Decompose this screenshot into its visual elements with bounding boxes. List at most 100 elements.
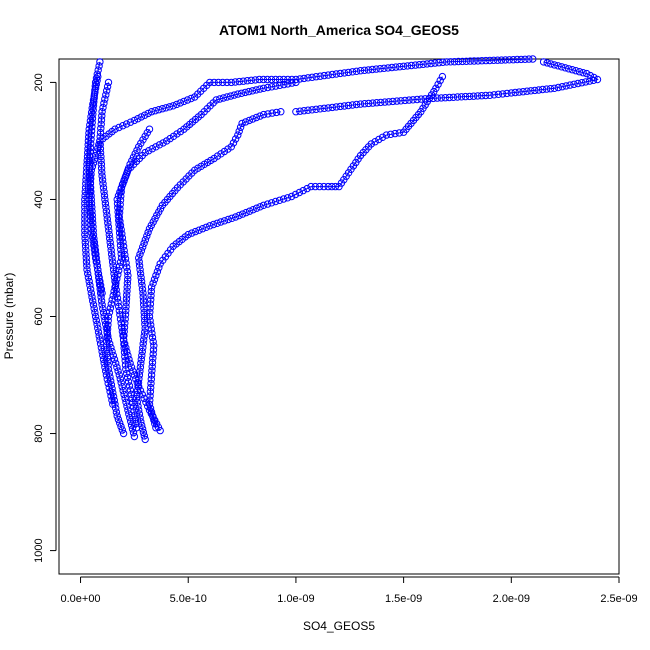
- data-point: [115, 302, 123, 311]
- data-point: [124, 378, 133, 386]
- x-tick-label: 1.0e-09: [277, 593, 314, 605]
- data-point: [295, 188, 304, 197]
- data-point: [106, 234, 114, 243]
- data-point: [432, 84, 440, 93]
- data-point: [245, 87, 253, 96]
- data-point: [328, 70, 336, 79]
- data-point: [110, 355, 119, 364]
- data-point: [87, 225, 96, 233]
- data-point: [147, 283, 156, 291]
- data-point: [82, 172, 91, 180]
- data-point: [81, 199, 89, 208]
- data-point: [149, 346, 158, 354]
- data-point: [84, 137, 93, 145]
- data-point: [469, 92, 478, 100]
- data-point: [112, 359, 120, 367]
- data-point: [226, 92, 235, 100]
- data-point: [137, 359, 145, 367]
- data-point: [144, 228, 152, 237]
- data-point: [252, 204, 261, 212]
- data-point: [312, 73, 320, 81]
- data-point: [147, 408, 156, 416]
- data-point: [474, 57, 482, 65]
- data-point: [105, 383, 113, 392]
- data-point: [138, 347, 147, 356]
- data-point: [152, 143, 160, 151]
- data-point: [147, 383, 155, 392]
- data-point: [115, 266, 123, 275]
- data-point: [461, 92, 470, 101]
- data-point: [566, 81, 574, 89]
- data-point: [117, 184, 126, 192]
- data-point: [123, 168, 131, 176]
- series-line: [88, 58, 533, 294]
- data-point: [121, 357, 129, 365]
- data-point: [103, 375, 112, 383]
- data-point: [93, 262, 101, 270]
- data-point: [141, 320, 149, 328]
- data-point: [98, 168, 106, 176]
- data-point: [114, 271, 122, 279]
- data-point: [122, 259, 130, 267]
- data-point: [113, 363, 121, 371]
- data-point: [97, 164, 106, 172]
- data-point: [582, 78, 590, 86]
- data-point: [109, 400, 117, 408]
- data-point: [121, 319, 129, 327]
- data-point: [547, 60, 555, 68]
- data-point: [86, 204, 94, 212]
- data-point: [324, 182, 332, 191]
- data-point: [381, 98, 389, 106]
- data-point: [131, 150, 139, 158]
- data-point: [115, 371, 124, 379]
- data-point: [231, 78, 240, 86]
- data-point: [376, 65, 384, 73]
- data-point: [136, 250, 144, 259]
- data-point: [242, 118, 250, 126]
- data-point: [139, 297, 148, 305]
- data-point: [94, 324, 102, 332]
- data-point: [425, 94, 433, 103]
- data-point: [95, 140, 103, 149]
- data-point: [296, 75, 304, 83]
- data-point: [525, 55, 533, 63]
- data-point: [134, 379, 143, 387]
- data-point: [150, 342, 158, 350]
- data-point: [116, 375, 125, 383]
- data-point: [137, 113, 146, 121]
- data-point: [97, 160, 106, 169]
- data-point: [239, 77, 248, 85]
- data-point: [229, 139, 238, 147]
- data-point: [119, 180, 127, 188]
- data-point: [116, 205, 124, 213]
- data-point: [96, 58, 104, 66]
- data-point: [486, 91, 494, 100]
- data-point: [106, 304, 115, 312]
- data-point: [99, 184, 108, 192]
- data-point: [92, 316, 101, 325]
- data-point: [259, 84, 268, 93]
- data-point: [130, 407, 138, 415]
- data-point: [118, 383, 126, 391]
- data-point: [122, 306, 130, 315]
- data-point: [256, 112, 264, 120]
- data-point: [87, 289, 96, 297]
- x-tick-label: 0.0e+00: [60, 593, 100, 605]
- data-point: [328, 103, 336, 112]
- data-point: [116, 200, 124, 209]
- data-point: [108, 258, 117, 266]
- data-point: [147, 325, 156, 333]
- data-point: [129, 398, 137, 407]
- data-point: [122, 295, 131, 303]
- data-point: [104, 219, 112, 227]
- data-point: [94, 72, 102, 81]
- data-point: [450, 58, 459, 66]
- data-point: [85, 129, 93, 137]
- data-point: [136, 266, 144, 274]
- data-point: [85, 199, 94, 208]
- data-point: [439, 58, 447, 66]
- data-point: [148, 358, 157, 367]
- data-point: [399, 62, 408, 71]
- data-point: [565, 65, 573, 73]
- data-point: [97, 293, 105, 301]
